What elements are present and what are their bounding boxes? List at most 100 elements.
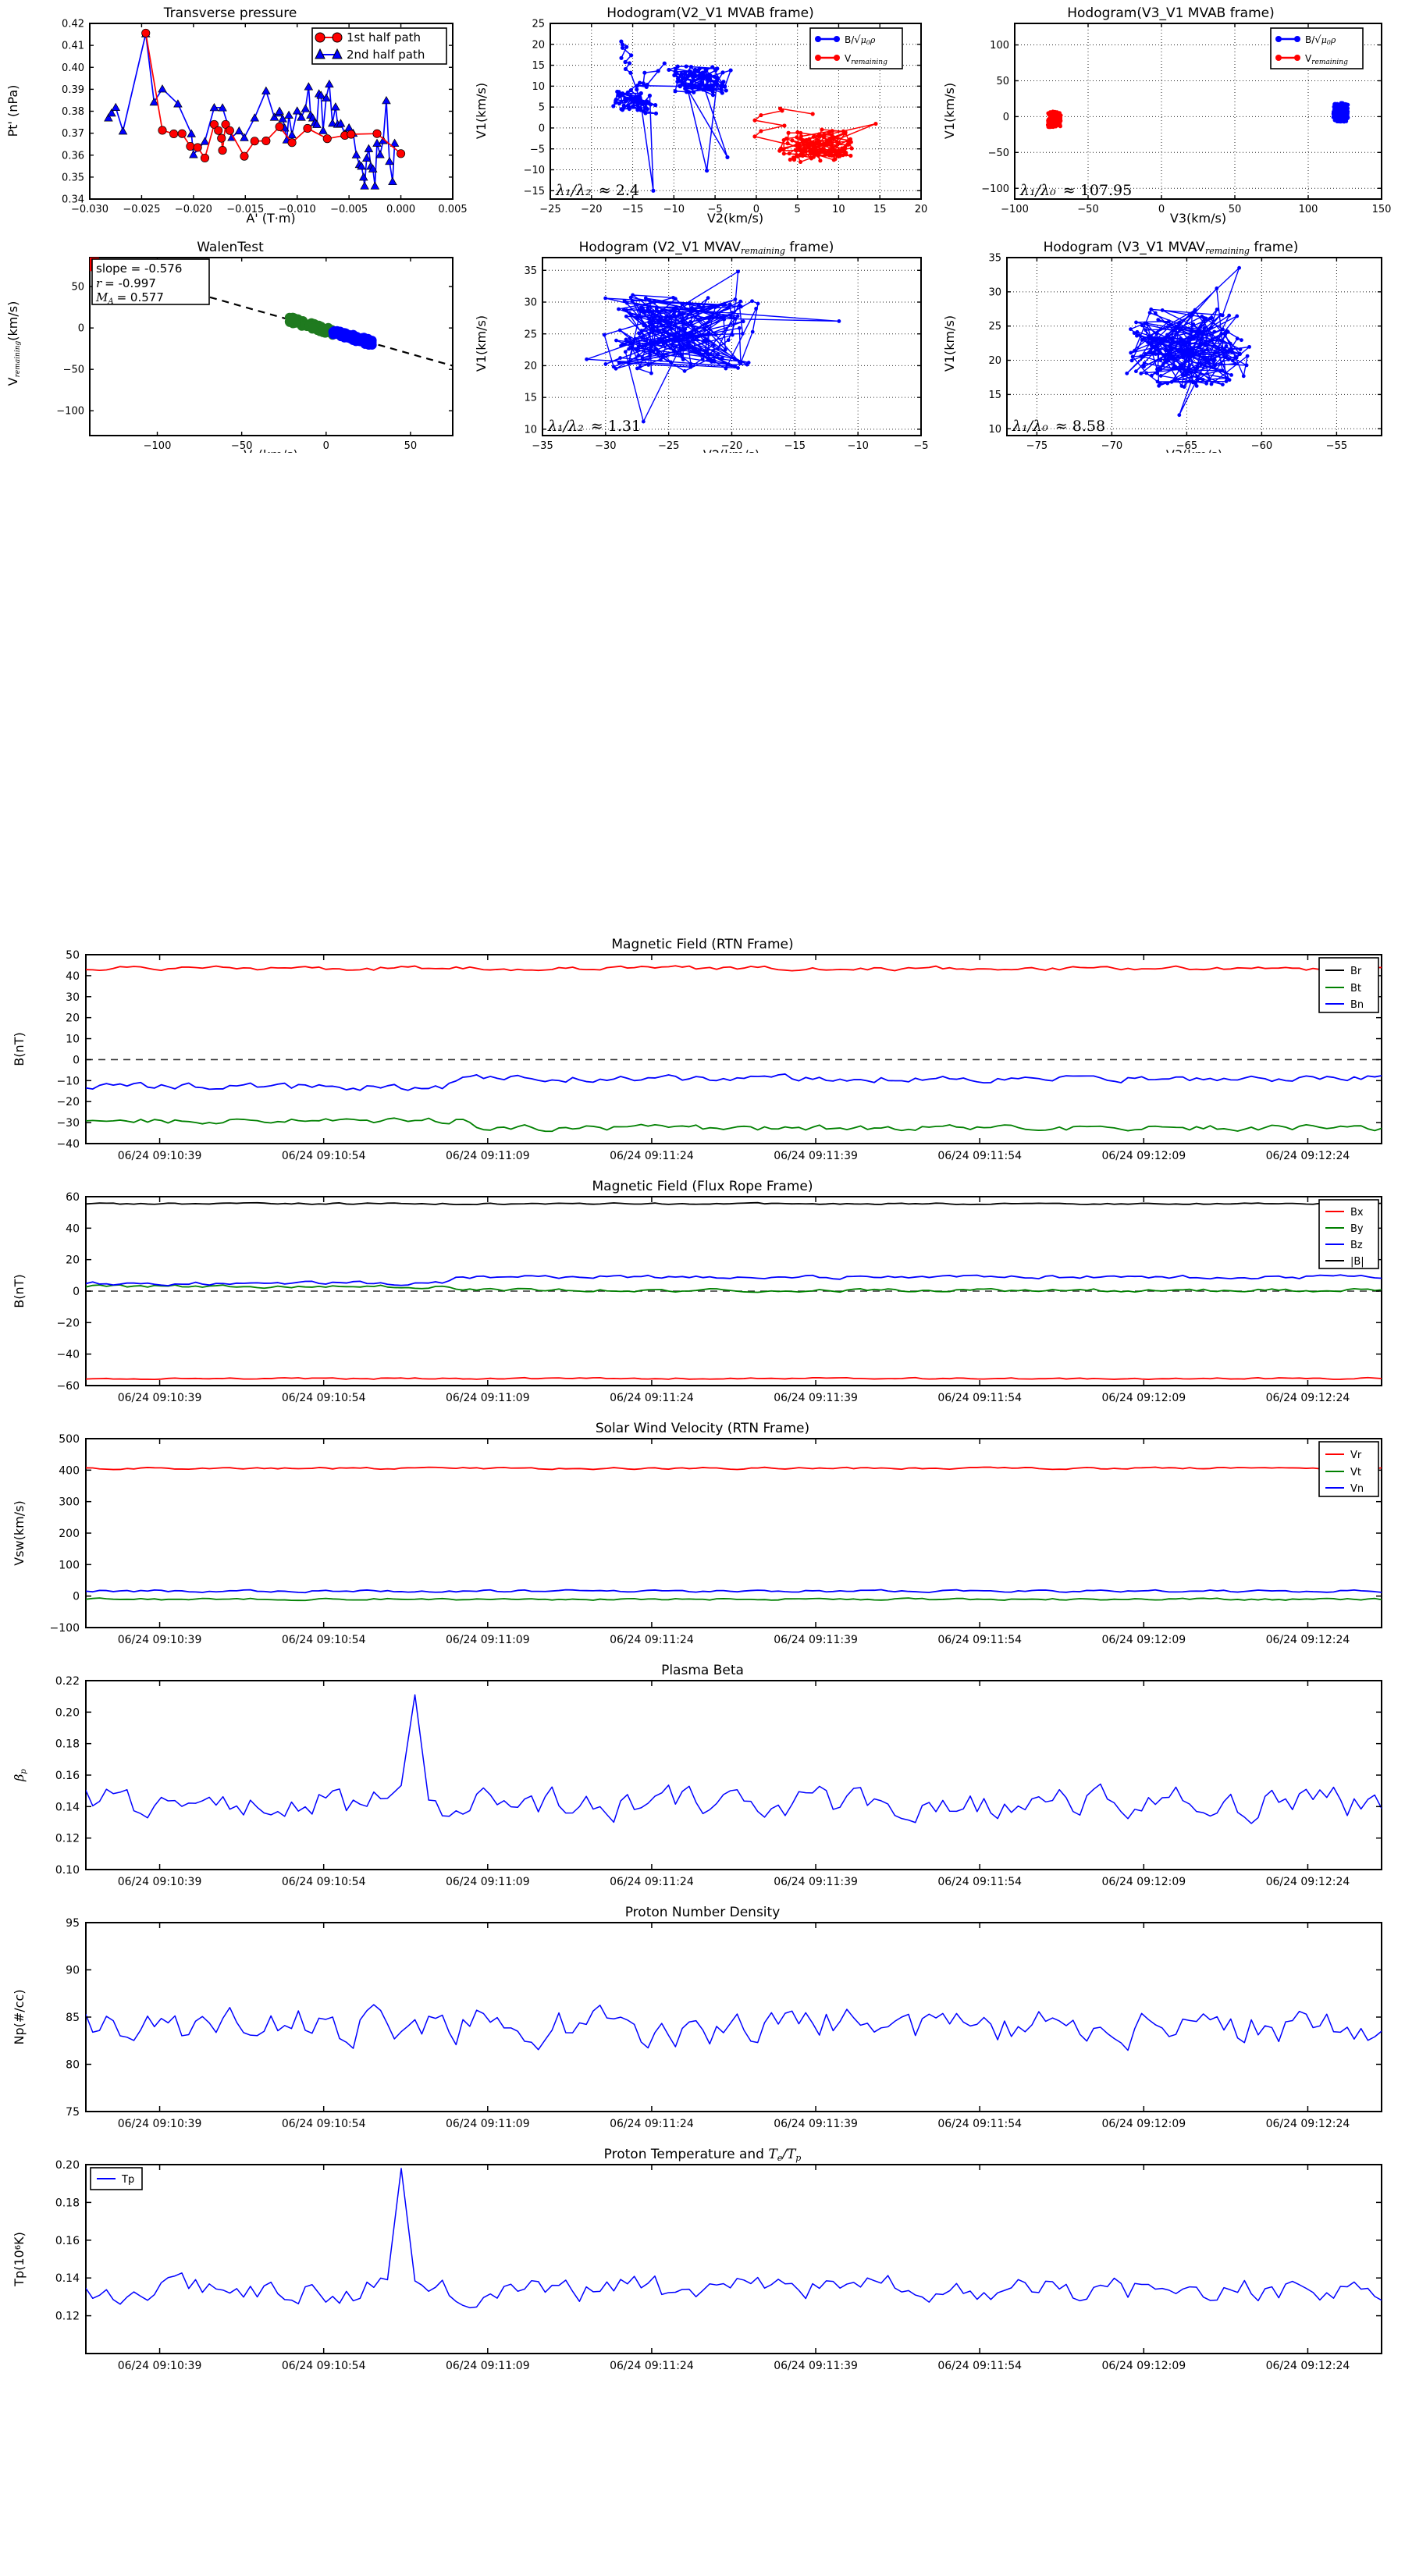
- svg-text:06/24 09:12:24: 06/24 09:12:24: [1266, 1634, 1350, 1646]
- svg-text:−15: −15: [524, 186, 545, 197]
- svg-text:−0.025: −0.025: [123, 204, 160, 215]
- svg-text:06/24 09:10:54: 06/24 09:10:54: [282, 2360, 366, 2372]
- svg-text:06/24 09:10:54: 06/24 09:10:54: [282, 1876, 366, 1888]
- panel-title: Hodogram(V2_V1 MVAB frame): [606, 5, 814, 21]
- panel-hodogram-v3v1-mvav: Hodogram (V3_V1 MVAVremaining frame) −75…: [937, 226, 1405, 453]
- panel-title: Hodogram(V3_V1 MVAB frame): [1067, 5, 1275, 21]
- hodogram-v2v1-mvab-svg: Hodogram(V2_V1 MVAB frame) −25 −20 −15 −10 −…: [474, 5, 928, 226]
- svg-text:06/24 09:12:09: 06/24 09:12:09: [1101, 1876, 1186, 1888]
- legend-label-3: |B|: [1350, 1256, 1364, 1268]
- svg-text:0.16: 0.16: [55, 2235, 80, 2247]
- panel-proton-number-density: Proton Number Density 06/24 09:10:39 06/2…: [0, 1893, 1405, 2174]
- svg-text:0.35: 0.35: [62, 172, 84, 183]
- legend-label-2nd: 2nd half path: [347, 48, 425, 62]
- svg-text:06/24 09:11:54: 06/24 09:11:54: [937, 1876, 1022, 1888]
- svg-text:06/24 09:10:39: 06/24 09:10:39: [118, 1876, 202, 1888]
- svg-text:−5: −5: [530, 144, 545, 155]
- plot-frame: [85, 2164, 1382, 2354]
- svg-text:−35: −35: [532, 440, 553, 452]
- panel-hodogram-v2v1-mvab: Hodogram(V2_V1 MVAB frame) −25 −20 −15 −10 −…: [468, 0, 937, 226]
- svg-text:06/24 09:12:24: 06/24 09:12:24: [1266, 1876, 1350, 1888]
- svg-text:10: 10: [66, 1034, 80, 1046]
- svg-text:100: 100: [1299, 204, 1318, 215]
- svg-text:0: 0: [1158, 204, 1165, 215]
- svg-text:20: 20: [915, 204, 928, 215]
- svg-text:150: 150: [1372, 204, 1392, 215]
- svg-text:−0.010: −0.010: [279, 204, 316, 215]
- svg-text:0.10: 0.10: [55, 1864, 80, 1877]
- x-axis-label: A' (T·m): [246, 211, 295, 226]
- svg-text:50: 50: [1229, 204, 1242, 215]
- plot-frame: [85, 1922, 1382, 2112]
- svg-text:50: 50: [71, 282, 84, 294]
- svg-text:25: 25: [988, 321, 1001, 333]
- svg-text:−20: −20: [581, 204, 602, 215]
- proton-temperature-svg: Proton Temperature and Te/Tp 06/24 09:10…: [12, 2147, 1382, 2372]
- svg-text:06/24 09:11:54: 06/24 09:11:54: [937, 2360, 1022, 2372]
- svg-text:30: 30: [66, 991, 80, 1004]
- svg-text:100: 100: [59, 1559, 80, 1571]
- svg-text:−25: −25: [658, 440, 679, 452]
- svg-text:06/24 09:11:09: 06/24 09:11:09: [446, 1150, 530, 1162]
- hodogram-v2v1-mvav-svg: Hodogram (V2_V1 MVAVremaining frame) −35…: [474, 240, 929, 453]
- svg-text:0.20: 0.20: [55, 2159, 80, 2172]
- svg-text:06/24 09:11:24: 06/24 09:11:24: [610, 2118, 694, 2130]
- svg-text:06/24 09:11:39: 06/24 09:11:39: [774, 1150, 858, 1162]
- annotation-walen-stats: slope = -0.576 r = -0.997 MA = 0.577: [91, 258, 210, 306]
- svg-text:20: 20: [524, 361, 537, 372]
- panel-hodogram-v2v1-mvav: Hodogram (V2_V1 MVAVremaining frame) −35…: [468, 226, 937, 453]
- svg-text:0.14: 0.14: [55, 2272, 80, 2285]
- svg-text:400: 400: [59, 1464, 80, 1477]
- svg-text:06/24 09:11:24: 06/24 09:11:24: [610, 1634, 694, 1646]
- svg-text:06/24 09:12:24: 06/24 09:12:24: [1266, 1392, 1350, 1404]
- svg-text:06/24 09:11:09: 06/24 09:11:09: [446, 2118, 530, 2130]
- svg-text:06/24 09:12:09: 06/24 09:12:09: [1101, 2360, 1186, 2372]
- svg-text:−40: −40: [56, 1138, 80, 1151]
- svg-text:−55: −55: [1326, 440, 1347, 452]
- svg-text:0.34: 0.34: [62, 194, 84, 206]
- plot-frame: [85, 954, 1382, 1144]
- x-axis-label: V2(km/s): [707, 211, 763, 226]
- svg-text:15: 15: [532, 60, 545, 72]
- svg-text:−30: −30: [56, 1117, 80, 1130]
- svg-text:40: 40: [66, 1222, 80, 1235]
- svg-text:0.000: 0.000: [386, 204, 415, 215]
- y-axis-label: V1(km/s): [474, 315, 489, 372]
- legend-hodogram: B/√μ0ρ Vremaining: [1270, 27, 1364, 69]
- svg-text:80: 80: [66, 2059, 80, 2072]
- svg-text:90: 90: [66, 1965, 80, 1977]
- y-axis-label: βp: [12, 1769, 28, 1782]
- svg-text:20: 20: [66, 1012, 80, 1025]
- legend-label-2: Vn: [1350, 1483, 1364, 1495]
- y-axis-label: Tp(106K): [12, 2232, 27, 2287]
- legend-label-0: Bx: [1350, 1207, 1364, 1219]
- svg-text:20: 20: [532, 39, 545, 51]
- svg-text:−15: −15: [622, 204, 643, 215]
- svg-text:06/24 09:12:24: 06/24 09:12:24: [1266, 2360, 1350, 2372]
- svg-text:06/24 09:10:54: 06/24 09:10:54: [282, 2118, 366, 2130]
- svg-text:06/24 09:11:24: 06/24 09:11:24: [610, 1150, 694, 1162]
- svg-text:06/24 09:11:39: 06/24 09:11:39: [774, 2118, 858, 2130]
- svg-text:06/24 09:12:09: 06/24 09:12:09: [1101, 1634, 1186, 1646]
- svg-text:06/24 09:11:24: 06/24 09:11:24: [610, 1392, 694, 1404]
- svg-text:−20: −20: [56, 1096, 80, 1108]
- svg-text:60: 60: [66, 1191, 80, 1204]
- x-axis-label: V3(km/s): [1166, 447, 1222, 453]
- svg-text:06/24 09:11:24: 06/24 09:11:24: [610, 1876, 694, 1888]
- svg-text:06/24 09:12:09: 06/24 09:12:09: [1101, 2118, 1186, 2130]
- legend-magnetic-field-fluxrope: Bx By Bz |B|: [1318, 1199, 1379, 1269]
- solar-wind-velocity-svg: Solar Wind Velocity (RTN Frame) 06/24 09…: [12, 1421, 1382, 1646]
- svg-text:06/24 09:11:24: 06/24 09:11:24: [610, 2360, 694, 2372]
- panel-plasma-beta: Plasma Beta 06/24 09:10:39 06/24 09:10:54…: [0, 1651, 1405, 1932]
- svg-text:−5: −5: [708, 204, 723, 215]
- legend-label-tp: Tp: [121, 2174, 134, 2186]
- annotation-value: ≈ 107.95: [1063, 182, 1132, 199]
- svg-text:−5: −5: [913, 440, 928, 452]
- svg-text:06/24 09:11:54: 06/24 09:11:54: [937, 1634, 1022, 1646]
- svg-text:−40: −40: [56, 1349, 80, 1361]
- hodogram-v3v1-mvav-svg: Hodogram (V3_V1 MVAVremaining frame) −75…: [942, 240, 1382, 453]
- svg-text:−65: −65: [1176, 440, 1197, 452]
- svg-text:5: 5: [795, 204, 801, 215]
